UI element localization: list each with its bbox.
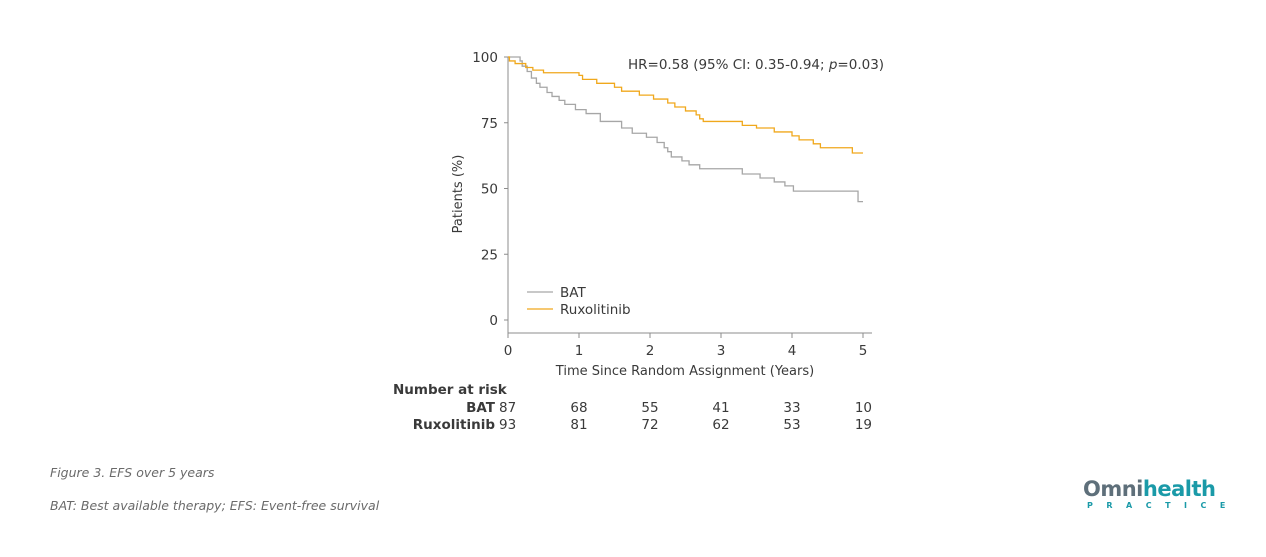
risk-value: 55 — [641, 400, 658, 416]
x-tick-label: 3 — [717, 343, 726, 359]
risk-value: 93 — [499, 417, 516, 433]
y-tick-label: 75 — [481, 116, 498, 132]
survival-curves — [508, 56, 863, 203]
risk-value: 10 — [855, 400, 872, 416]
risk-value: 68 — [570, 400, 587, 416]
curve-bat — [508, 56, 863, 203]
risk-value: 53 — [783, 417, 800, 433]
y-axis-title: Patients (%) — [451, 155, 466, 234]
y-tick-label: 50 — [481, 182, 498, 198]
y-tick-label: 25 — [481, 247, 498, 263]
y-tick-label: 100 — [472, 50, 498, 66]
km-chart: 0 25 50 75 100 0 1 2 3 4 5 HR=0.58 (95% CI: 0.35-0… — [393, 50, 884, 433]
risk-value: 81 — [570, 417, 587, 433]
x-tick-label: 4 — [788, 343, 797, 359]
legend-label-ruxolitinib: Ruxolitinib — [560, 302, 631, 318]
hazard-ratio-annotation: HR=0.58 (95% CI: 0.35-0.94; p=0.03) — [628, 57, 884, 73]
x-tick-label: 5 — [859, 343, 868, 359]
figure-caption: Figure 3. EFS over 5 years — [50, 465, 215, 480]
x-tick-label: 2 — [646, 343, 655, 359]
curve-ruxolitinib — [508, 56, 863, 154]
legend-label-bat: BAT — [560, 285, 586, 301]
risk-value: 19 — [855, 417, 872, 433]
risk-table: Number at risk BAT 87 68 55 41 33 10 Ruxolitinib… — [393, 382, 872, 433]
risk-row-label: Ruxolitinib — [413, 417, 496, 433]
x-axis-title: Time Since Random Assignment (Years) — [555, 364, 814, 379]
logo-practice: PRACTICE — [1087, 501, 1239, 510]
risk-value: 87 — [499, 400, 516, 416]
axes: 0 25 50 75 100 0 1 2 3 4 5 — [472, 50, 872, 359]
risk-value: 33 — [783, 400, 800, 416]
risk-value: 41 — [712, 400, 729, 416]
x-tick-label: 0 — [504, 343, 513, 359]
y-tick-label: 0 — [489, 313, 498, 329]
abbreviations-caption: BAT: Best available therapy; EFS: Event-… — [50, 498, 380, 513]
risk-value: 72 — [641, 417, 658, 433]
risk-row-label: BAT — [466, 400, 496, 416]
logo-health: health — [1142, 477, 1216, 501]
logo-omni: Omni — [1083, 477, 1143, 501]
x-tick-label: 1 — [575, 343, 584, 359]
omnihealth-logo: Omnihealth PRACTICE — [1083, 477, 1239, 512]
risk-table-title: Number at risk — [393, 382, 508, 398]
risk-value: 62 — [712, 417, 729, 433]
